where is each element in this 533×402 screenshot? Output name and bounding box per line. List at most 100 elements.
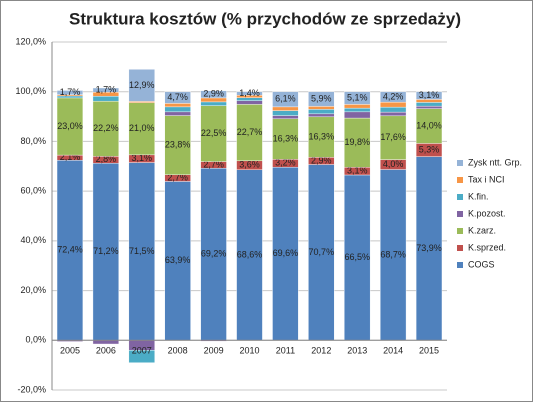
- data-label: 71,5%: [129, 246, 155, 256]
- x-tick-label: 2008: [168, 346, 188, 356]
- bar-segment: [380, 111, 407, 117]
- data-label: 3,1%: [419, 90, 440, 100]
- x-tick-label: 2010: [239, 346, 259, 356]
- data-label: 19,8%: [344, 137, 370, 147]
- legend-label: Zysk ntt. Grp.: [468, 157, 522, 167]
- bar-segment: [236, 169, 263, 341]
- bar-segment: [344, 104, 371, 109]
- bar-segment: [415, 108, 443, 144]
- bar-segment: [200, 168, 227, 341]
- bar-segment: [92, 163, 119, 341]
- bar-segment: [308, 109, 335, 115]
- data-label: 2,8%: [96, 154, 117, 164]
- x-tick-label: 2014: [383, 346, 403, 356]
- data-label: 68,7%: [380, 249, 406, 259]
- data-label: 16,3%: [309, 131, 335, 141]
- legend-label: K.zarz.: [468, 225, 496, 235]
- bar-segment: [272, 115, 299, 120]
- data-label: 69,2%: [201, 249, 227, 259]
- x-tick-label: 2006: [96, 346, 116, 356]
- y-tick-label: 40,0%: [20, 235, 46, 245]
- bar-segment: [92, 100, 119, 157]
- data-label: 22,5%: [201, 128, 227, 138]
- y-tick-label: 0,0%: [25, 335, 46, 345]
- legend-swatch: [457, 160, 463, 166]
- y-tick-label: 20,0%: [20, 285, 46, 295]
- data-label: 23,8%: [165, 140, 191, 150]
- bar-segment: [344, 107, 371, 113]
- bar-segment: [272, 110, 299, 116]
- legend-label: Tax i NCI: [468, 174, 505, 184]
- y-tick-label: 60,0%: [20, 186, 46, 196]
- data-label: 68,6%: [237, 249, 263, 259]
- legend-swatch: [457, 194, 463, 200]
- legend-swatch: [457, 228, 463, 234]
- bar-segment: [344, 174, 371, 341]
- x-tick-label: 2005: [60, 346, 80, 356]
- legend-swatch: [457, 262, 463, 268]
- bar-segment: [380, 101, 407, 108]
- data-label: 21,0%: [129, 123, 155, 133]
- data-label: 2,9%: [311, 155, 332, 165]
- bar-segment: [128, 69, 155, 102]
- data-label: 3,2%: [275, 158, 296, 168]
- legend-swatch: [457, 211, 463, 217]
- data-label: 12,9%: [129, 80, 155, 90]
- bar-segment: [128, 350, 155, 363]
- bar-segment: [200, 105, 227, 162]
- data-label: 5,9%: [311, 93, 332, 103]
- bar-segment: [380, 169, 407, 341]
- data-label: 2,1%: [60, 152, 81, 162]
- bar-segment: [415, 105, 443, 109]
- y-tick-label: 120,0%: [15, 36, 46, 46]
- bar-segment: [415, 156, 443, 341]
- data-label: 22,7%: [237, 127, 263, 137]
- legend-label: K.pozost.: [468, 208, 506, 218]
- y-tick-label: 80,0%: [20, 136, 46, 146]
- bar-segment: [92, 95, 119, 102]
- bar-segment: [380, 91, 407, 103]
- legend-label: K.sprzed.: [468, 242, 506, 252]
- data-label: 63,9%: [165, 255, 191, 265]
- data-label: 73,9%: [416, 243, 442, 253]
- bar-segment: [344, 111, 371, 119]
- bar-segment: [200, 101, 227, 106]
- bar-segment: [164, 106, 191, 113]
- bar-segment: [200, 90, 227, 99]
- data-label: 2,7%: [167, 172, 188, 182]
- data-label: 1,4%: [239, 88, 260, 98]
- bar-segment: [415, 102, 443, 107]
- legend-label: COGS: [468, 259, 495, 269]
- data-label: 66,5%: [344, 252, 370, 262]
- y-tick-label: -20,0%: [17, 384, 46, 394]
- data-label: 3,1%: [132, 153, 153, 163]
- bar-segment: [56, 90, 84, 95]
- data-label: 5,3%: [419, 144, 440, 154]
- bar-segment: [92, 340, 119, 345]
- bar-segment: [272, 118, 299, 160]
- bar-segment: [236, 100, 263, 105]
- bar-segment: [164, 91, 191, 104]
- bar-segment: [164, 111, 191, 116]
- bar-segment: [164, 103, 191, 108]
- bar-segment: [308, 106, 335, 110]
- legend-label: K.fin.: [468, 191, 489, 201]
- bar-segment: [56, 97, 84, 156]
- data-label: 3,1%: [347, 166, 368, 176]
- bar-segment: [236, 104, 263, 162]
- bar-segment: [308, 113, 335, 118]
- data-label: 70,7%: [309, 247, 335, 257]
- x-tick-label: 2013: [347, 346, 367, 356]
- data-label: 17,6%: [380, 132, 406, 142]
- bar-segment: [380, 106, 407, 113]
- data-label: 71,2%: [93, 246, 119, 256]
- x-tick-label: 2009: [204, 346, 224, 356]
- data-label: 6,1%: [275, 94, 296, 104]
- data-label: 3,6%: [239, 160, 260, 170]
- data-label: 1,7%: [96, 84, 117, 94]
- bar-segment: [415, 91, 443, 100]
- data-label: 72,4%: [57, 245, 83, 255]
- bar-segment: [164, 115, 191, 175]
